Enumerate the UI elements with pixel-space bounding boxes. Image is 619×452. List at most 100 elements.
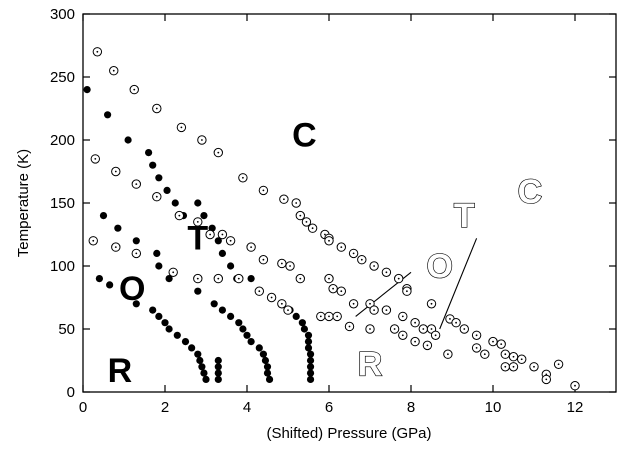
filled-data-point (194, 199, 202, 207)
filled-data-point (261, 356, 270, 365)
open-data-point-dot (201, 139, 203, 141)
open-data-point-dot (449, 318, 451, 320)
data-points (83, 47, 580, 391)
open-data-point (152, 192, 162, 202)
open-data-point (176, 122, 187, 133)
open-data-point (307, 223, 318, 233)
open-data-point-dot (483, 353, 486, 356)
open-data-point-dot (393, 328, 396, 330)
open-data-point-dot (242, 176, 244, 179)
open-data-point-dot (262, 189, 265, 192)
open-data-point (277, 258, 287, 269)
filled-data-point (95, 275, 103, 283)
open-data-point (488, 336, 498, 347)
open-data-point (291, 198, 301, 208)
open-data-point-dot (135, 183, 138, 186)
open-data-point-dot (262, 258, 265, 261)
filled-data-point (306, 369, 315, 377)
filled-data-point (149, 306, 157, 314)
open-data-point (381, 305, 392, 315)
open-data-point-dot (328, 315, 330, 318)
filled-data-point (202, 375, 210, 383)
open-data-point (348, 299, 359, 309)
open-data-point (430, 330, 441, 340)
open-data-point (324, 311, 334, 322)
filled-data-point (163, 186, 171, 194)
open-data-point-dot (94, 158, 97, 160)
open-data-point-dot (447, 353, 449, 356)
open-data-point-dot (385, 271, 388, 274)
open-data-point-dot (401, 315, 404, 318)
open-data-point-dot (352, 252, 355, 255)
open-data-point (328, 283, 338, 294)
filled-data-point (165, 325, 173, 333)
open-data-point-dot (112, 69, 115, 72)
open-data-point (500, 362, 510, 372)
filled-data-point (214, 356, 222, 365)
open-data-point (193, 217, 203, 227)
filled-data-point (306, 375, 315, 383)
open-data-point (234, 273, 244, 284)
filled-data-point (210, 300, 218, 308)
filled-data-point (304, 344, 313, 352)
open-data-point (279, 194, 289, 204)
open-data-point-dot (332, 287, 334, 290)
open-data-point (217, 229, 228, 240)
filled-data-point (83, 86, 91, 94)
open-data-point-dot (250, 246, 253, 249)
open-data-point-dot (401, 334, 404, 337)
open-data-point-dot (270, 296, 273, 299)
filled-data-point (298, 319, 306, 327)
filled-data-point (304, 331, 313, 339)
filled-data-point (247, 338, 255, 346)
open-data-point (88, 236, 98, 246)
open-data-point-dot (512, 365, 515, 368)
open-data-point (111, 242, 121, 252)
open-data-point (295, 273, 305, 284)
filled-data-point (218, 306, 226, 314)
open-data-point (336, 242, 346, 252)
open-data-point (246, 242, 256, 252)
filled-data-point (304, 338, 313, 346)
filled-data-point (243, 331, 251, 339)
filled-data-point (124, 136, 132, 144)
open-data-point (324, 273, 334, 284)
filled-data-point (196, 356, 204, 365)
open-data-point-dot (324, 233, 326, 236)
open-data-point-dot (237, 277, 240, 280)
open-data-point (324, 236, 334, 246)
open-data-point-dot (574, 384, 576, 387)
y-tick-label: 200 (50, 132, 75, 149)
open-data-point (254, 286, 264, 296)
filled-data-point (155, 312, 163, 320)
open-data-point (92, 47, 103, 57)
open-data-point-dot (533, 365, 535, 368)
open-data-point-dot (369, 328, 371, 330)
filled-data-point (218, 249, 226, 257)
filled-data-point (200, 369, 208, 377)
open-data-point (398, 330, 408, 340)
filled-data-point (235, 319, 243, 327)
y-tick-label: 300 (50, 6, 75, 23)
filled-data-point (247, 275, 255, 283)
open-data-point-dot (295, 202, 298, 204)
open-data-point-dot (135, 252, 138, 255)
open-data-point-dot (397, 277, 400, 280)
open-data-point (131, 179, 142, 189)
open-data-point-dot (557, 363, 560, 366)
filled-data-point (214, 369, 222, 377)
open-data-point-dot (319, 315, 322, 318)
open-data-point (90, 154, 101, 164)
open-data-point (285, 261, 295, 271)
x-tick-label: 10 (485, 399, 502, 416)
open-data-point-dot (492, 340, 494, 343)
filled-data-point (181, 338, 190, 346)
open-data-point (258, 185, 269, 196)
filled-data-point (173, 331, 181, 339)
filled-data-point (132, 300, 140, 308)
filled-data-point (171, 199, 179, 207)
filled-data-point (145, 149, 153, 157)
y-tick-label: 100 (50, 258, 75, 275)
open-data-point-dot (289, 265, 291, 267)
